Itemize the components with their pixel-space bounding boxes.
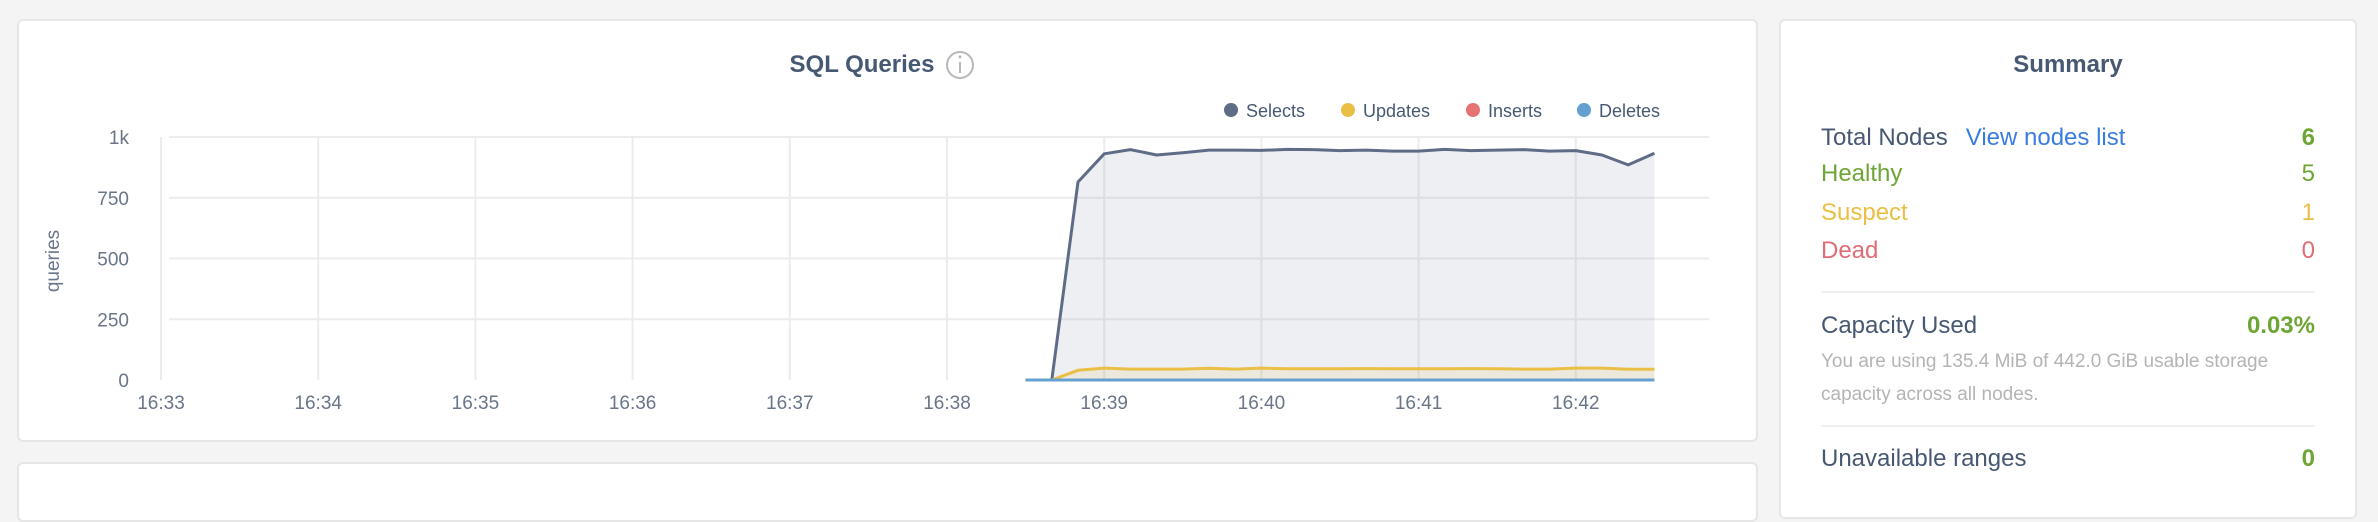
y-tick-label: 1k <box>109 128 130 149</box>
legend: Selects Updates Inserts Deletes <box>1224 101 1660 121</box>
legend-label: Deletes <box>1599 101 1660 121</box>
legend-dot-icon <box>1577 103 1591 117</box>
x-tick-label: 16:42 <box>1552 393 1600 414</box>
area-selects <box>1026 149 1655 380</box>
info-icon[interactable] <box>947 52 973 78</box>
healthy-row: Healthy 5 <box>1821 160 2315 188</box>
x-tick-label: 16:37 <box>766 393 814 414</box>
x-tick-label: 16:34 <box>294 393 342 414</box>
y-tick-label: 750 <box>97 189 129 210</box>
x-axis-ticks: 16:33 16:34 16:35 16:36 16:37 16:38 16:39 16:40… <box>137 393 1599 414</box>
unavailable-ranges-value: 0 <box>2302 445 2315 473</box>
x-tick-label: 16:39 <box>1080 393 1128 414</box>
legend-dot-icon <box>1466 103 1480 117</box>
x-tick-label: 16:36 <box>609 393 657 414</box>
summary-panel: Summary Total Nodes View nodes list 6 Hea… <box>1779 19 2357 519</box>
legend-dot-icon <box>1224 103 1238 117</box>
y-tick-label: 0 <box>118 371 129 392</box>
series-areas <box>1026 149 1655 380</box>
y-tick-label: 250 <box>97 310 129 331</box>
x-tick-label: 16:40 <box>1238 393 1286 414</box>
next-chart-panel <box>17 462 1758 522</box>
capacity-value: 0.03% <box>2247 312 2315 340</box>
divider <box>1821 291 2315 293</box>
capacity-label: Capacity Used <box>1821 312 1977 340</box>
chart-title: SQL Queries <box>790 51 935 78</box>
unavailable-ranges-label: Unavailable ranges <box>1821 445 2026 473</box>
suspect-label: Suspect <box>1821 199 1908 227</box>
total-nodes-row: Total Nodes View nodes list 6 <box>1821 124 2315 152</box>
legend-item-selects[interactable]: Selects <box>1224 101 1305 121</box>
y-tick-label: 500 <box>97 250 129 271</box>
view-nodes-list-link[interactable]: View nodes list <box>1966 124 2126 151</box>
dead-row: Dead 0 <box>1821 237 2315 265</box>
capacity-description: You are using 135.4 MiB of 442.0 GiB usa… <box>1821 345 2315 411</box>
total-nodes-value: 6 <box>2302 124 2315 152</box>
legend-label: Selects <box>1246 101 1305 121</box>
suspect-value: 1 <box>2302 199 2315 227</box>
y-axis-label: queries <box>43 230 64 292</box>
dead-value: 0 <box>2302 237 2315 265</box>
dead-label: Dead <box>1821 237 1878 265</box>
x-tick-label: 16:41 <box>1395 393 1443 414</box>
legend-item-deletes[interactable]: Deletes <box>1577 101 1660 121</box>
legend-dot-icon <box>1341 103 1355 117</box>
capacity-row: Capacity Used 0.03% <box>1821 312 2315 340</box>
divider <box>1821 425 2315 427</box>
legend-label: Updates <box>1363 101 1430 121</box>
suspect-row: Suspect 1 <box>1821 199 2315 227</box>
summary-title: Summary <box>1781 51 2355 79</box>
legend-item-inserts[interactable]: Inserts <box>1466 101 1542 121</box>
y-axis-ticks: 0 250 500 750 1k <box>97 128 129 392</box>
healthy-value: 5 <box>2302 160 2315 188</box>
x-tick-label: 16:33 <box>137 393 185 414</box>
unavailable-ranges-row: Unavailable ranges 0 <box>1821 445 2315 473</box>
legend-item-updates[interactable]: Updates <box>1341 101 1430 121</box>
healthy-label: Healthy <box>1821 160 1902 188</box>
x-tick-label: 16:35 <box>452 393 500 414</box>
total-nodes-label: Total Nodes <box>1821 124 1948 151</box>
legend-label: Inserts <box>1488 101 1542 121</box>
x-tick-label: 16:38 <box>923 393 971 414</box>
